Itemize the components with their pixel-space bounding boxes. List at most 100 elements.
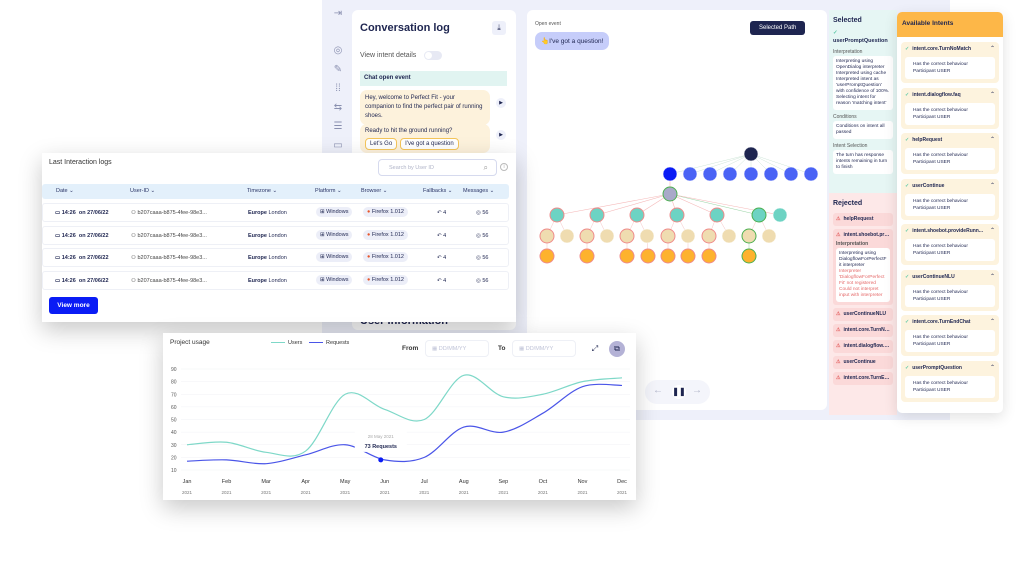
tree-leaf-node[interactable] xyxy=(701,248,717,264)
rejected-item-expanded[interactable]: ⚠intent.shoebot.provideRunningShoe Inter… xyxy=(833,229,893,305)
intent-card[interactable]: ✓ userContinueNLU ⌃ Has the correct behavio… xyxy=(901,269,999,311)
tree-scene-node[interactable] xyxy=(579,228,595,244)
tree-intent-node[interactable] xyxy=(722,166,738,182)
chevron-up-icon[interactable]: ⌃ xyxy=(989,46,995,52)
expand-view-icon[interactable]: ⤢ xyxy=(587,341,603,357)
search-input[interactable]: Search by User ID ⌕ xyxy=(378,159,497,176)
arrow-left-icon[interactable]: ← xyxy=(653,385,663,396)
tree-intent-node[interactable] xyxy=(783,166,799,182)
tree-intent-node[interactable] xyxy=(763,166,779,182)
table-row[interactable]: ▭ 14:26 on 27/06/22 ⚇ b207caaa-b875-4fee… xyxy=(42,271,509,291)
chevron-up-icon[interactable]: ⌃ xyxy=(989,228,995,234)
selected-path-button[interactable]: Selected Path xyxy=(750,21,806,35)
tree-root-node[interactable] xyxy=(743,146,759,162)
intent-card[interactable]: ✓ userPromptQuestion ⌃ Has the correct beha… xyxy=(901,360,999,402)
intent-card[interactable]: ✓ intent.core.TurnNoMatch ⌃ Has the correct… xyxy=(901,42,999,83)
chevron-up-icon[interactable]: ⌃ xyxy=(989,273,995,280)
tree-scene-node[interactable] xyxy=(761,228,777,244)
target-icon[interactable]: ◎ xyxy=(333,45,343,56)
x-tick-year: 2021 xyxy=(182,490,193,495)
quick-reply[interactable]: I've got a question xyxy=(400,138,459,150)
tree-intent-node[interactable] xyxy=(662,166,678,182)
tree-scene-node[interactable] xyxy=(599,228,615,244)
tree-turn-node[interactable] xyxy=(751,207,767,223)
tree-turn-node[interactable] xyxy=(629,207,645,223)
tree-leaf-node[interactable] xyxy=(539,248,555,264)
column-platform[interactable]: Platform ⌄ xyxy=(315,188,342,194)
table-row[interactable]: ▭ 14:26 on 27/06/22 ⚇ b207caaa-b875-4fee… xyxy=(42,203,509,222)
selected-intent-name: userPromptQuestion xyxy=(833,38,888,44)
table-row[interactable]: ▭ 14:26 on 27/06/22 ⚇ b207caaa-b875-4fee… xyxy=(42,225,509,245)
rejected-item[interactable]: ⚠ helpRequest xyxy=(833,213,893,226)
column-timezone[interactable]: Timezone ⌄ xyxy=(247,188,278,194)
table-row[interactable]: ▭ 14:26 on 27/06/22 ⚇ b207caaa-b875-4fee… xyxy=(42,248,509,268)
rejected-item[interactable]: ⚠ userContinueNLU xyxy=(833,308,893,321)
sliders-icon[interactable]: ☰ xyxy=(333,121,343,132)
intent-card[interactable]: ✓ helpRequest ⌃ Has the correct behaviour Pa… xyxy=(901,133,999,174)
intent-card[interactable]: ✓ intent.core.TurnEndChat ⌃ Has the correct… xyxy=(901,315,999,356)
tree-turn-node[interactable] xyxy=(589,207,605,223)
info-icon[interactable]: i xyxy=(500,163,508,171)
chevron-up-icon[interactable]: ⌃ xyxy=(989,137,995,143)
tree-scene-node[interactable] xyxy=(539,228,555,244)
tree-turn-node[interactable] xyxy=(709,207,725,223)
column-date[interactable]: Date ⌄ xyxy=(56,188,74,194)
tree-leaf-node[interactable] xyxy=(660,248,676,264)
tree-selected-node[interactable] xyxy=(662,186,678,202)
pause-icon[interactable]: ❚❚ xyxy=(672,385,686,399)
column-messages[interactable]: Messages ⌄ xyxy=(463,188,495,194)
column-browser[interactable]: Browser ⌄ xyxy=(361,188,388,194)
tree-intent-node[interactable] xyxy=(743,166,759,182)
tree-scene-node[interactable] xyxy=(680,228,696,244)
collapse-icon[interactable]: ⇥ xyxy=(333,8,343,19)
chevron-up-icon[interactable]: ⌃ xyxy=(989,182,995,189)
view-intent-toggle[interactable] xyxy=(424,51,442,60)
tree-scene-node[interactable] xyxy=(619,228,635,244)
tree-scene-node[interactable] xyxy=(639,228,655,244)
chevron-up-icon[interactable]: ⌃ xyxy=(989,319,995,325)
tree-turn-node[interactable] xyxy=(669,207,685,223)
intent-name: ✓ intent.dialogflow.faq xyxy=(905,91,961,98)
rejected-item[interactable]: ⚠ userContinue xyxy=(833,356,893,369)
tree-turn-node[interactable] xyxy=(772,207,788,223)
tree-intent-node[interactable] xyxy=(702,166,718,182)
tree-turn-node[interactable] xyxy=(549,207,565,223)
tree-scene-node[interactable] xyxy=(559,228,575,244)
tree-scene-node[interactable] xyxy=(660,228,676,244)
chevron-up-icon[interactable]: ⌃ xyxy=(989,91,995,98)
warning-icon: ⚠ xyxy=(836,232,841,238)
tree-leaf-node[interactable] xyxy=(741,248,757,264)
tree-intent-node[interactable] xyxy=(682,166,698,182)
x-tick-label: Jan xyxy=(183,479,192,485)
intent-card[interactable]: ✓ userContinue ⌃ Has the correct behaviour P… xyxy=(901,178,999,220)
rejected-item[interactable]: ⚠ intent.dialogflow.faq xyxy=(833,340,893,353)
edit-icon[interactable]: ✎ xyxy=(333,64,343,75)
tree-leaf-node[interactable] xyxy=(579,248,595,264)
play-icon[interactable]: ▶ xyxy=(496,130,506,140)
tree-scene-node[interactable] xyxy=(741,228,757,244)
tree-intent-node[interactable] xyxy=(803,166,819,182)
rejected-item[interactable]: ⚠intent.core.TurnEndChat xyxy=(833,372,893,385)
chevron-up-icon[interactable]: ⌃ xyxy=(989,364,995,371)
from-date-input[interactable]: ▦ DD/MM/YY xyxy=(425,340,489,357)
tree-scene-node[interactable] xyxy=(721,228,737,244)
column-user-id[interactable]: User-ID ⌄ xyxy=(130,188,156,194)
tree-leaf-node[interactable] xyxy=(680,248,696,264)
tree-leaf-node[interactable] xyxy=(640,248,656,264)
to-date-input[interactable]: ▦ DD/MM/YY xyxy=(512,340,576,357)
tree-leaf-node[interactable] xyxy=(619,248,635,264)
play-icon[interactable]: ▶ xyxy=(496,98,506,108)
view-more-button[interactable]: View more xyxy=(49,297,98,314)
grid-icon[interactable]: ⁞⁞ xyxy=(335,83,341,94)
transfer-icon[interactable]: ⇆ xyxy=(333,102,343,113)
quick-reply[interactable]: Let's Go xyxy=(365,138,398,150)
rejected-item[interactable]: ⚠intent.core.TurnNoMatch xyxy=(833,324,893,337)
download-icon[interactable]: ⤓ xyxy=(492,21,506,35)
column-fallbacks[interactable]: Fallbacks ⌄ xyxy=(423,188,453,194)
arrow-right-icon[interactable]: → xyxy=(692,385,702,396)
chat-icon[interactable]: ▭ xyxy=(333,140,343,151)
tree-scene-node[interactable] xyxy=(701,228,717,244)
intent-card[interactable]: ✓ intent.dialogflow.faq ⌃ Has the correct b… xyxy=(901,87,999,129)
intent-card[interactable]: ✓ intent.shoebot.provideRunn... ⌃ Has the c… xyxy=(901,224,999,265)
collapse-view-icon[interactable]: ⧉ xyxy=(609,341,625,357)
